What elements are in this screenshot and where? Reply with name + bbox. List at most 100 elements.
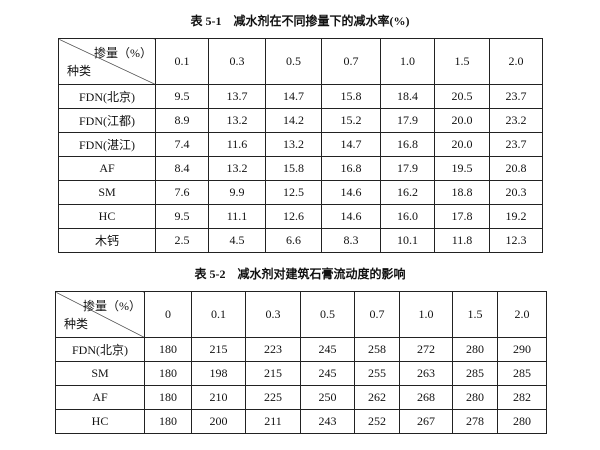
table-cell: 215 bbox=[191, 337, 246, 362]
column-header: 0.3 bbox=[208, 38, 266, 85]
column-header: 1.0 bbox=[399, 291, 453, 338]
table-row: FDN(北京) 180 215 223 245 258 272 280 290 bbox=[55, 337, 547, 362]
column-header: 1.5 bbox=[452, 291, 498, 338]
header-row: 掺量（%） 种类 0.1 0.3 0.5 0.7 1.0 1.5 2.0 bbox=[58, 38, 543, 85]
column-header: 1.0 bbox=[380, 38, 435, 85]
row-label: AF bbox=[55, 385, 145, 410]
table-cell: 285 bbox=[452, 361, 498, 386]
table-cell: 15.8 bbox=[265, 156, 322, 181]
row-label: FDN(北京) bbox=[55, 337, 145, 362]
table-cell: 243 bbox=[300, 409, 355, 434]
table-cell: 8.9 bbox=[155, 108, 209, 133]
row-label: HC bbox=[58, 204, 156, 229]
row-label: SM bbox=[55, 361, 145, 386]
row-label: HC bbox=[55, 409, 145, 434]
table-cell: 258 bbox=[354, 337, 400, 362]
table-cell: 14.7 bbox=[265, 84, 322, 109]
column-header: 2.0 bbox=[489, 38, 543, 85]
table-cell: 180 bbox=[144, 361, 192, 386]
table-cell: 282 bbox=[497, 385, 547, 410]
table-cell: 12.6 bbox=[265, 204, 322, 229]
table-cell: 280 bbox=[452, 337, 498, 362]
table-cell: 262 bbox=[354, 385, 400, 410]
table-cell: 255 bbox=[354, 361, 400, 386]
table-cell: 280 bbox=[452, 385, 498, 410]
table-cell: 7.6 bbox=[155, 180, 209, 205]
row-label: FDN(北京) bbox=[58, 84, 156, 109]
table-cell: 8.3 bbox=[321, 228, 381, 253]
table-cell: 14.6 bbox=[321, 204, 381, 229]
row-label: SM bbox=[58, 180, 156, 205]
table-row: FDN(北京) 9.5 13.7 14.7 15.8 18.4 20.5 23.7 bbox=[58, 84, 543, 109]
table-cell: 200 bbox=[191, 409, 246, 434]
table-cell: 16.8 bbox=[321, 156, 381, 181]
column-header: 2.0 bbox=[497, 291, 547, 338]
table-cell: 20.8 bbox=[489, 156, 543, 181]
column-header: 0.7 bbox=[354, 291, 400, 338]
table-cell: 215 bbox=[245, 361, 301, 386]
table-row: 木钙 2.5 4.5 6.6 8.3 10.1 11.8 12.3 bbox=[58, 228, 543, 253]
table-cell: 268 bbox=[399, 385, 453, 410]
table-cell: 23.2 bbox=[489, 108, 543, 133]
table-cell: 9.5 bbox=[155, 204, 209, 229]
table-row: SM 7.6 9.9 12.5 14.6 16.2 18.8 20.3 bbox=[58, 180, 543, 205]
table-row: AF 8.4 13.2 15.8 16.8 17.9 19.5 20.8 bbox=[58, 156, 543, 181]
table-cell: 245 bbox=[300, 337, 355, 362]
table-cell: 11.6 bbox=[208, 132, 266, 157]
table-cell: 20.0 bbox=[434, 108, 490, 133]
table2-title: 表 5-2 减水剂对建筑石膏流动度的影响 bbox=[194, 267, 406, 281]
column-header: 0.3 bbox=[245, 291, 301, 338]
table-cell: 13.2 bbox=[265, 132, 322, 157]
table-cell: 4.5 bbox=[208, 228, 266, 253]
table-cell: 18.4 bbox=[380, 84, 435, 109]
table-cell: 180 bbox=[144, 409, 192, 434]
header-row: 掺量（%） 种类 0 0.1 0.3 0.5 0.7 1.0 1.5 2.0 bbox=[55, 291, 547, 338]
table-cell: 23.7 bbox=[489, 132, 543, 157]
table-cell: 16.8 bbox=[380, 132, 435, 157]
table-cell: 180 bbox=[144, 337, 192, 362]
column-header: 1.5 bbox=[434, 38, 490, 85]
table-cell: 250 bbox=[300, 385, 355, 410]
table-cell: 211 bbox=[245, 409, 301, 434]
table-row: FDN(江都) 8.9 13.2 14.2 15.2 17.9 20.0 23.2 bbox=[58, 108, 543, 133]
table-cell: 290 bbox=[497, 337, 547, 362]
table-cell: 263 bbox=[399, 361, 453, 386]
table-cell: 12.3 bbox=[489, 228, 543, 253]
table1-title: 表 5-1 减水剂在不同掺量下的减水率(%) bbox=[190, 14, 410, 28]
table-water-reduction-rate: 掺量（%） 种类 0.1 0.3 0.5 0.7 1.0 1.5 2.0 FDN(北京) 9.5 13… bbox=[58, 38, 543, 253]
table-row: HC 9.5 11.1 12.6 14.6 16.0 17.8 19.2 bbox=[58, 204, 543, 229]
header-dosage: 掺量（%） bbox=[83, 299, 141, 313]
table-cell: 15.8 bbox=[321, 84, 381, 109]
table-cell: 10.1 bbox=[380, 228, 435, 253]
column-header: 0.7 bbox=[321, 38, 381, 85]
table-cell: 2.5 bbox=[155, 228, 209, 253]
column-header: 0 bbox=[144, 291, 192, 338]
header-dosage: 掺量（%） bbox=[94, 46, 152, 60]
table-cell: 14.7 bbox=[321, 132, 381, 157]
table-row: HC 180 200 211 243 252 267 278 280 bbox=[55, 409, 547, 434]
header-type: 种类 bbox=[64, 317, 89, 331]
table-cell: 19.5 bbox=[434, 156, 490, 181]
table-cell: 17.9 bbox=[380, 108, 435, 133]
table-cell: 16.2 bbox=[380, 180, 435, 205]
table-gypsum-fluidity: 掺量（%） 种类 0 0.1 0.3 0.5 0.7 1.0 1.5 2.0 FDN(北京) 180 2… bbox=[55, 291, 547, 434]
diagonal-header-cell: 掺量（%） 种类 bbox=[58, 38, 156, 85]
row-label: FDN(江都) bbox=[58, 108, 156, 133]
table-cell: 6.6 bbox=[265, 228, 322, 253]
table-cell: 16.0 bbox=[380, 204, 435, 229]
table-row: FDN(湛江) 7.4 11.6 13.2 14.7 16.8 20.0 23.7 bbox=[58, 132, 543, 157]
row-label: FDN(湛江) bbox=[58, 132, 156, 157]
table-cell: 272 bbox=[399, 337, 453, 362]
table-cell: 12.5 bbox=[265, 180, 322, 205]
table-cell: 225 bbox=[245, 385, 301, 410]
table-cell: 11.8 bbox=[434, 228, 490, 253]
table-cell: 20.3 bbox=[489, 180, 543, 205]
table-cell: 19.2 bbox=[489, 204, 543, 229]
column-header: 0.5 bbox=[265, 38, 322, 85]
diagonal-header-cell: 掺量（%） 种类 bbox=[55, 291, 145, 338]
column-header: 0.5 bbox=[300, 291, 355, 338]
row-label: 木钙 bbox=[58, 228, 156, 253]
table-cell: 7.4 bbox=[155, 132, 209, 157]
table-cell: 285 bbox=[497, 361, 547, 386]
column-header: 0.1 bbox=[155, 38, 209, 85]
